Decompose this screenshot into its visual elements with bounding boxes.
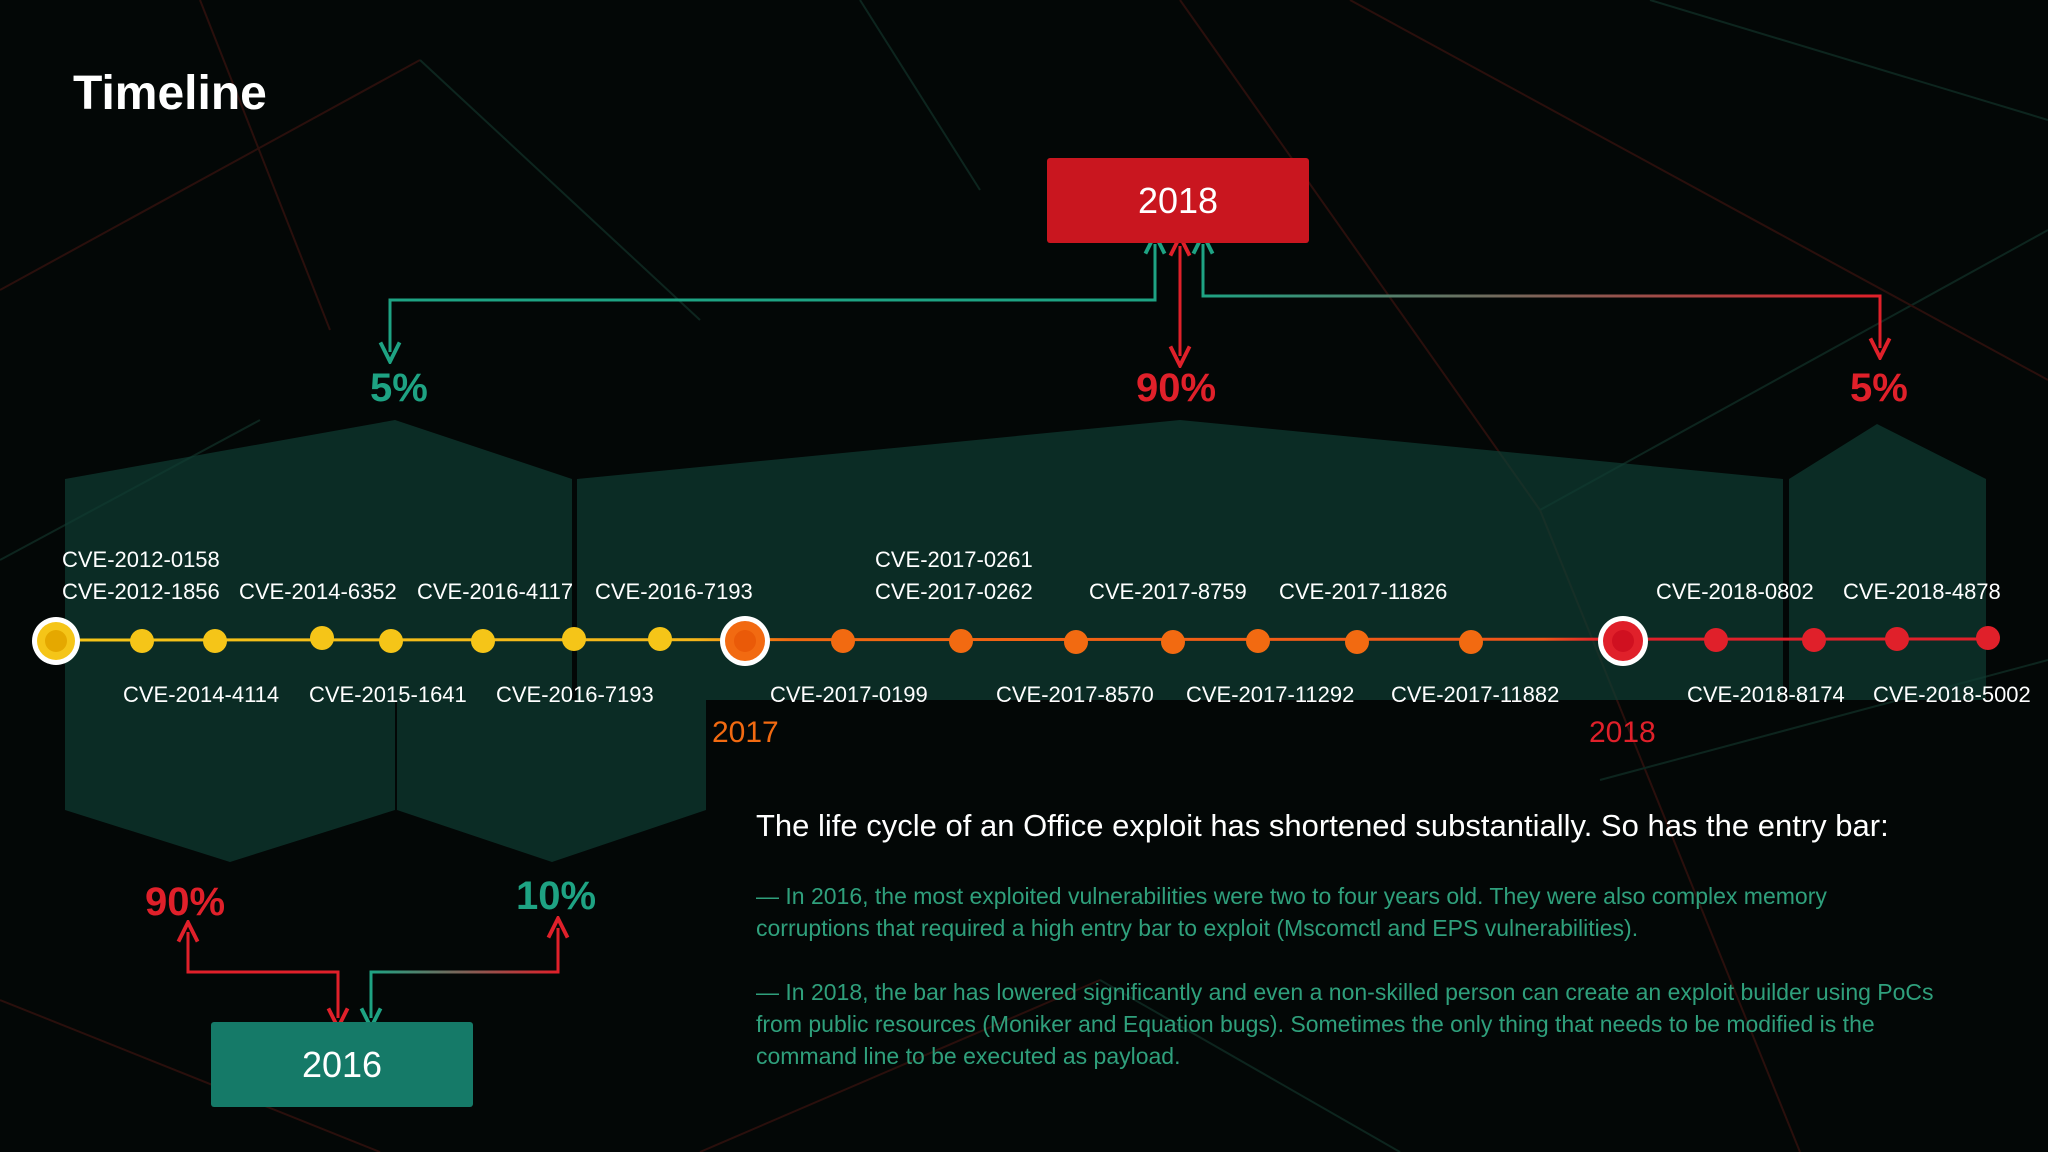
dot bbox=[379, 629, 403, 653]
panel-top-2017 bbox=[577, 420, 1783, 700]
bottom-connectors bbox=[188, 928, 558, 1018]
dot bbox=[1246, 629, 1270, 653]
top-connectors bbox=[390, 244, 1880, 356]
cve-label: CVE-2014-6352 bbox=[239, 579, 397, 604]
year-box-2018: 2018 bbox=[1047, 158, 1309, 243]
panel-bottom-left bbox=[65, 700, 395, 862]
dot bbox=[471, 629, 495, 653]
cve-label: CVE-2018-5002 bbox=[1873, 682, 2031, 707]
year-box-2016: 2016 bbox=[211, 1022, 473, 1107]
cve-label: CVE-2017-0199 bbox=[770, 682, 928, 707]
summary-heading: The life cycle of an Office exploit has … bbox=[756, 808, 1889, 843]
pct-top-left: 5% bbox=[370, 366, 428, 410]
panel-top-2012-2016 bbox=[65, 420, 572, 700]
cve-label: CVE-2018-8174 bbox=[1687, 682, 1845, 707]
cve-label: CVE-2015-1641 bbox=[309, 682, 467, 707]
cve-label: CVE-2017-8759 bbox=[1089, 579, 1247, 604]
dot bbox=[130, 629, 154, 653]
dot bbox=[1345, 630, 1369, 654]
timeline-line bbox=[55, 637, 1989, 642]
cve-label: CVE-2012-0158 bbox=[62, 547, 220, 572]
pct-bottom-left: 90% bbox=[145, 880, 226, 924]
dot bbox=[310, 626, 334, 650]
summary-point-2018: — In 2018, the bar has lowered significa… bbox=[756, 979, 1934, 1069]
cve-label: CVE-2018-4878 bbox=[1843, 579, 2001, 604]
dot bbox=[1064, 630, 1088, 654]
pct-top-right: 5% bbox=[1850, 366, 1908, 410]
cve-label: CVE-2017-11826 bbox=[1279, 579, 1448, 604]
dot bbox=[1802, 628, 1826, 652]
cve-label: CVE-2017-11292 bbox=[1186, 682, 1355, 707]
year-label-2018: 2018 bbox=[1589, 716, 1656, 749]
cve-label: CVE-2018-0802 bbox=[1656, 579, 1814, 604]
cve-label: CVE-2014-4114 bbox=[123, 682, 280, 707]
cve-label: CVE-2016-7193 bbox=[595, 579, 753, 604]
dot bbox=[1885, 627, 1909, 651]
dot bbox=[1161, 630, 1185, 654]
page-title: Timeline bbox=[73, 67, 267, 120]
dot bbox=[1704, 628, 1728, 652]
cve-label: CVE-2017-11882 bbox=[1391, 682, 1560, 707]
dot bbox=[203, 629, 227, 653]
dot bbox=[562, 627, 586, 651]
cve-label: CVE-2017-8570 bbox=[996, 682, 1154, 707]
dot bbox=[949, 629, 973, 653]
year-label-2017: 2017 bbox=[712, 716, 779, 749]
cve-label: CVE-2017-0261 bbox=[875, 547, 1033, 572]
summary-point-2016: — In 2016, the most exploited vulnerabil… bbox=[756, 883, 1827, 941]
period-panels bbox=[65, 420, 1986, 862]
panel-top-2018 bbox=[1789, 424, 1986, 700]
cve-label: CVE-2016-7193 bbox=[496, 682, 654, 707]
pct-bottom-right: 10% bbox=[516, 874, 597, 918]
timeline-dots bbox=[32, 616, 2000, 666]
dot bbox=[1459, 630, 1483, 654]
cve-label: CVE-2017-0262 bbox=[875, 579, 1033, 604]
panel-bottom-right bbox=[397, 700, 706, 862]
pct-top-center: 90% bbox=[1136, 366, 1217, 410]
dot bbox=[1976, 626, 2000, 650]
dot bbox=[648, 627, 672, 651]
cve-label: CVE-2016-4117 bbox=[417, 579, 574, 604]
dot bbox=[831, 629, 855, 653]
cve-label: CVE-2012-1856 bbox=[62, 579, 220, 604]
